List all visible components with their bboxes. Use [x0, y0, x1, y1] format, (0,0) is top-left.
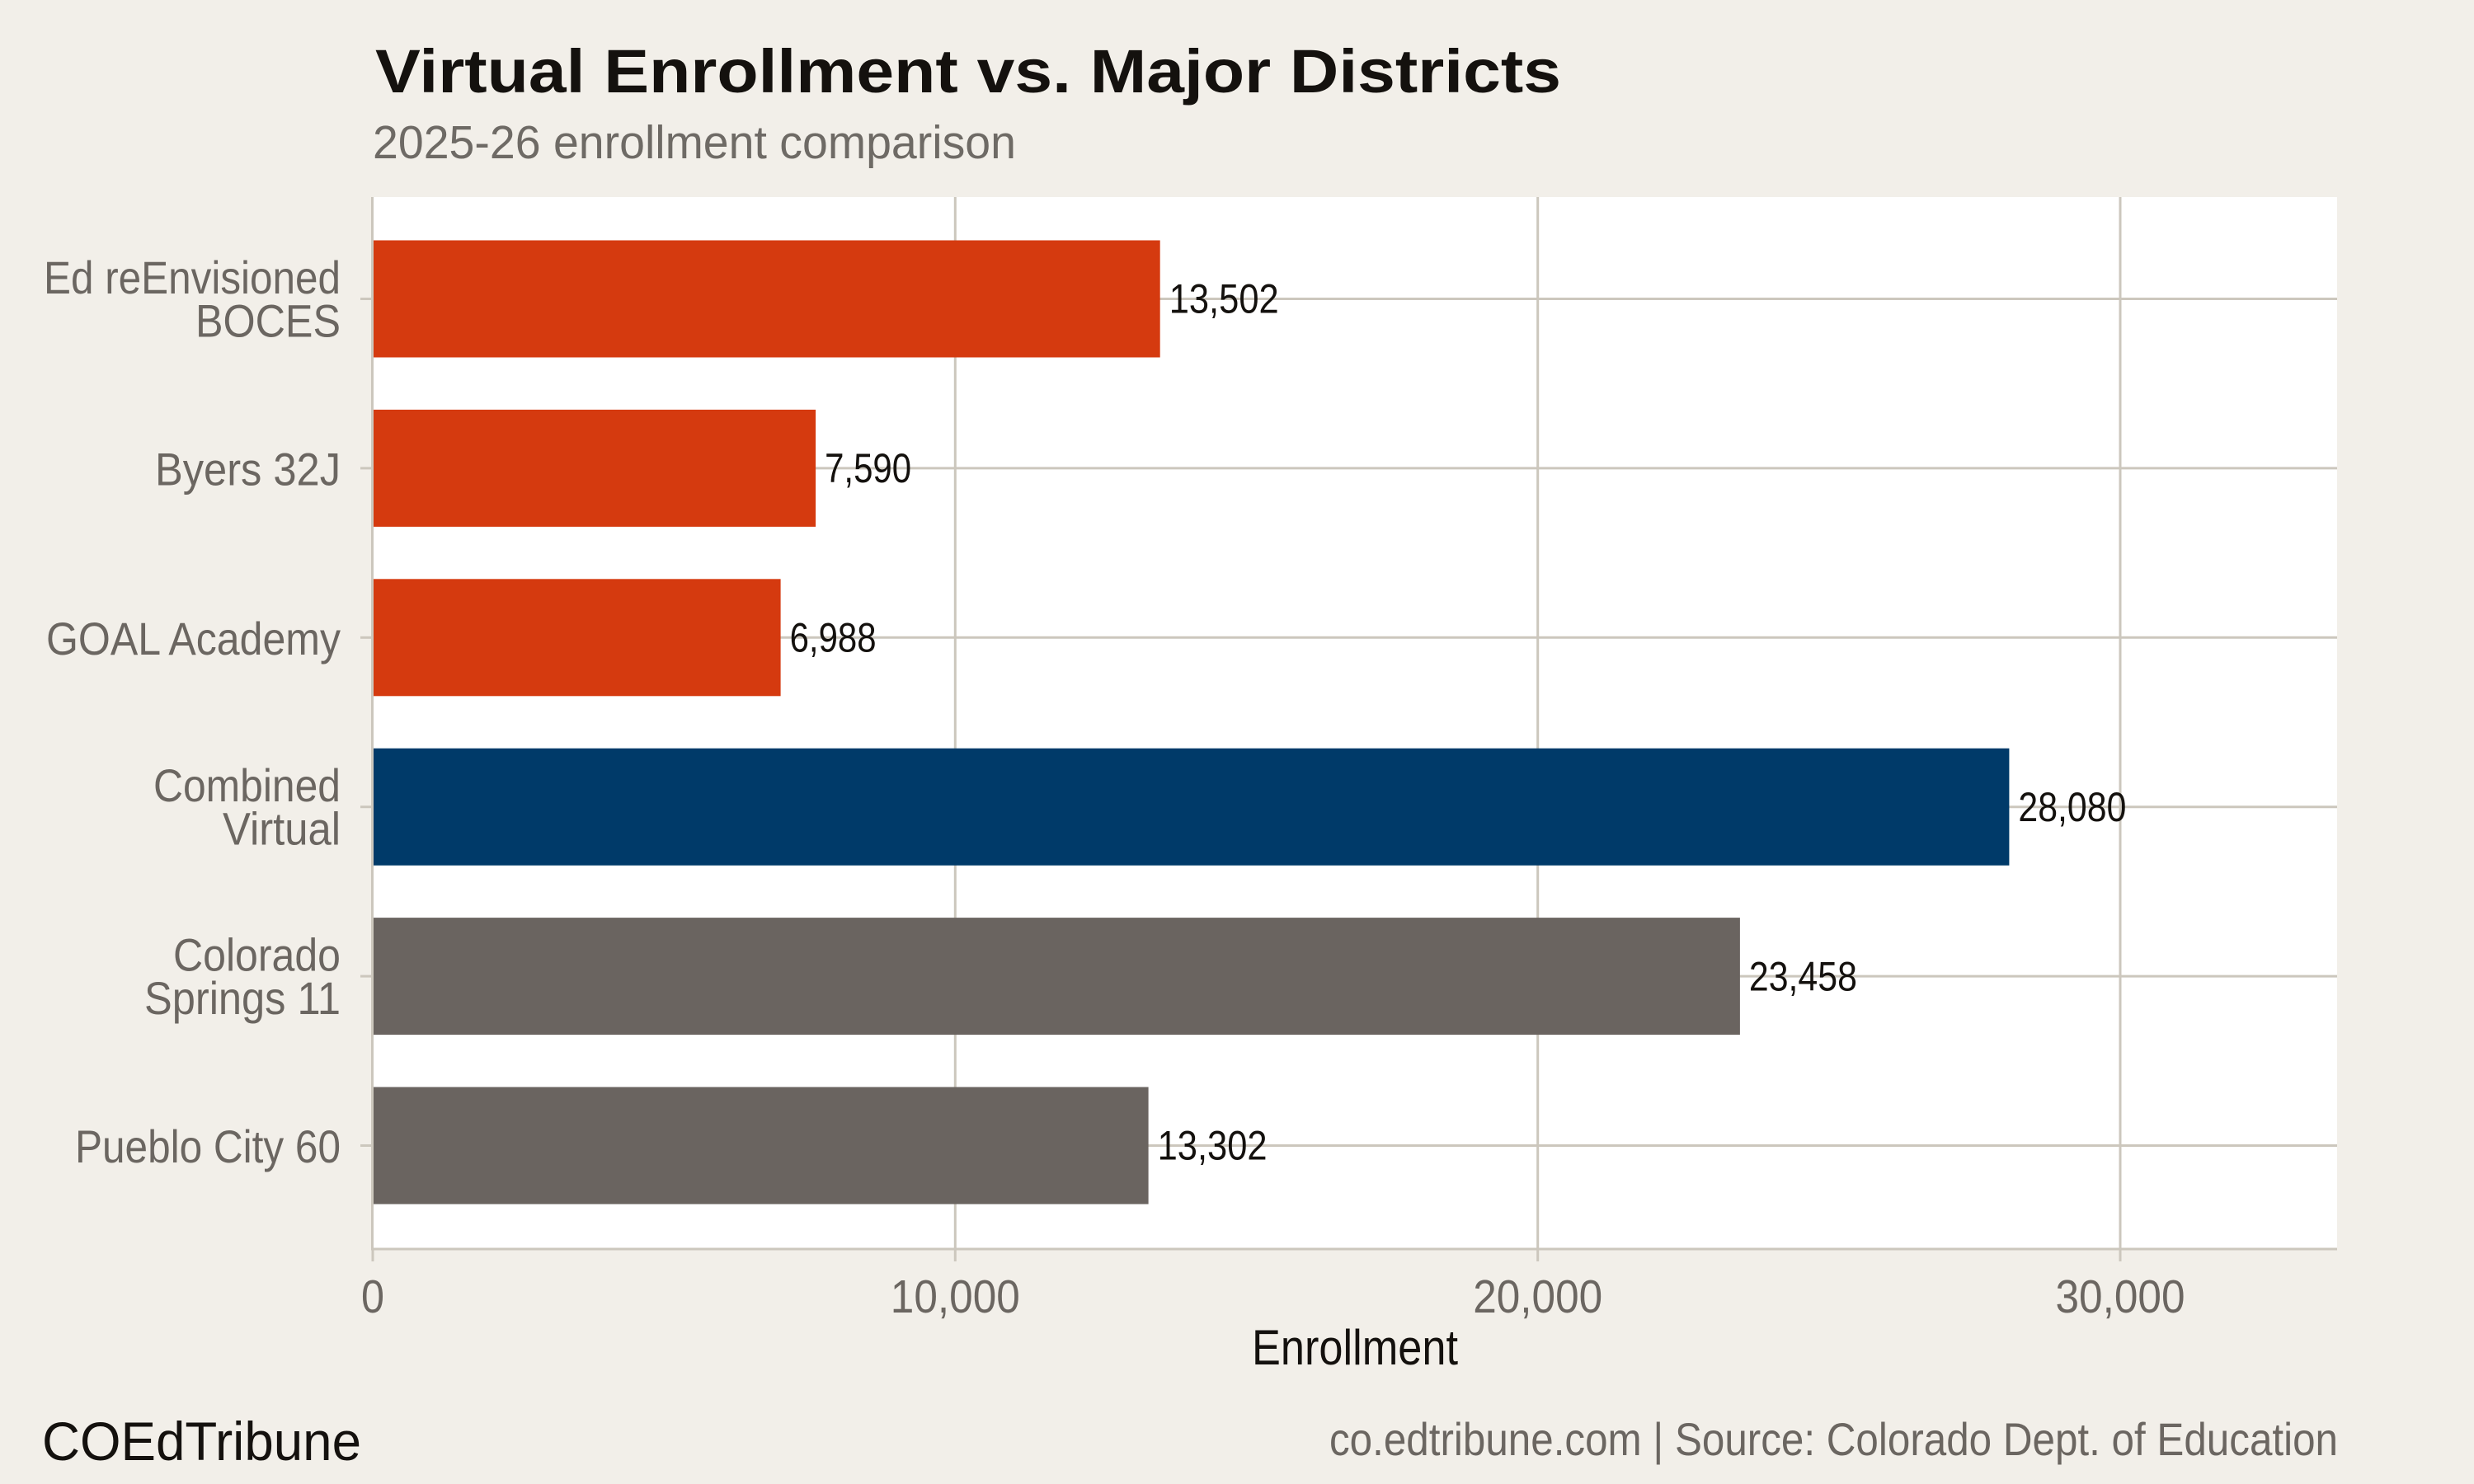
svg-text:Byers 32J: Byers 32J — [155, 443, 341, 495]
svg-text:Pueblo City 60: Pueblo City 60 — [75, 1120, 341, 1172]
svg-text:28,080: 28,080 — [2018, 784, 2126, 830]
svg-text:BOCES: BOCES — [195, 294, 341, 346]
svg-text:30,000: 30,000 — [2056, 1270, 2185, 1323]
svg-text:6,988: 6,988 — [790, 615, 877, 661]
svg-text:13,502: 13,502 — [1169, 276, 1279, 322]
svg-text:Springs 11: Springs 11 — [144, 972, 341, 1024]
svg-text:COEdTribune: COEdTribune — [42, 1411, 361, 1472]
svg-text:10,000: 10,000 — [891, 1270, 1020, 1323]
svg-text:Colorado: Colorado — [173, 929, 341, 981]
svg-text:Combined: Combined — [153, 759, 341, 811]
svg-text:Virtual Enrollment vs. Major D: Virtual Enrollment vs. Major Districts — [375, 37, 1561, 106]
svg-text:GOAL Academy: GOAL Academy — [46, 613, 341, 665]
svg-text:co.edtribune.com | Source: Col: co.edtribune.com | Source: Colorado Dept… — [1329, 1413, 2338, 1465]
svg-text:20,000: 20,000 — [1473, 1270, 1602, 1323]
svg-text:Enrollment: Enrollment — [1252, 1320, 1458, 1375]
svg-text:0: 0 — [361, 1270, 384, 1323]
svg-text:13,302: 13,302 — [1158, 1123, 1268, 1169]
svg-text:Virtual: Virtual — [223, 803, 341, 855]
svg-text:2025-26 enrollment comparison: 2025-26 enrollment comparison — [373, 116, 1016, 169]
svg-text:Ed reEnvisioned: Ed reEnvisioned — [44, 251, 341, 303]
svg-text:7,590: 7,590 — [825, 445, 911, 491]
svg-text:23,458: 23,458 — [1749, 953, 1857, 999]
